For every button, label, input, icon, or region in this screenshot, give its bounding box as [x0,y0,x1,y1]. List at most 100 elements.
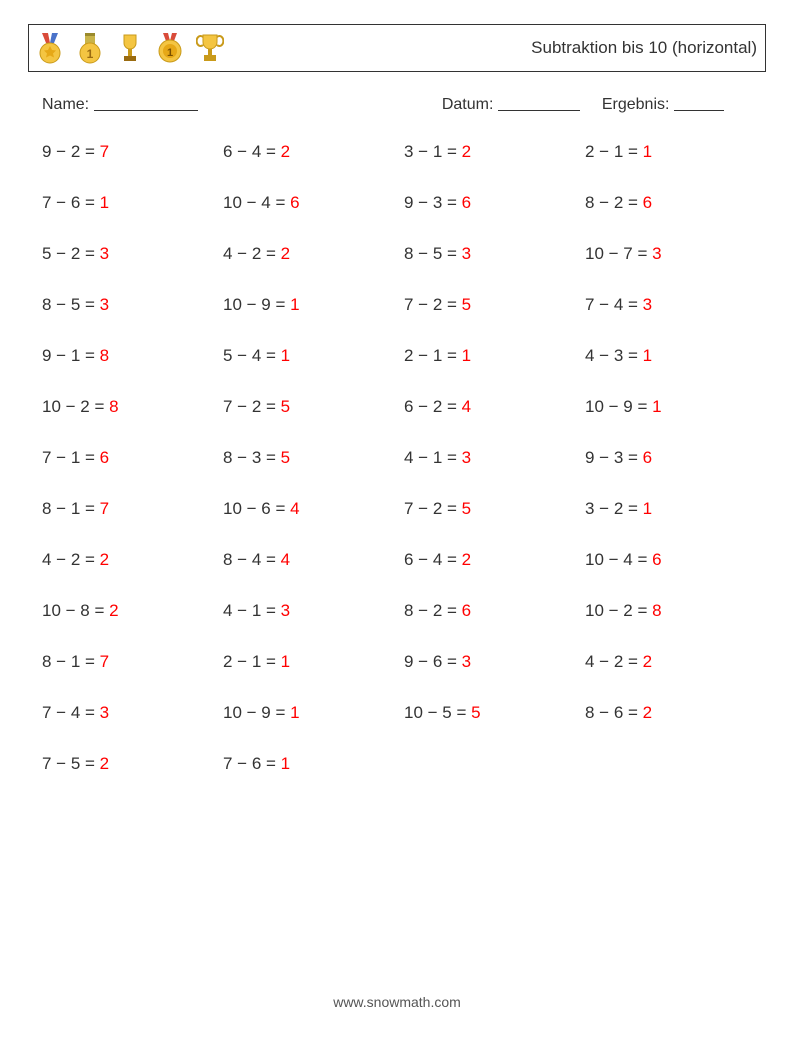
medal-star-icon [35,30,65,66]
answer: 1 [281,346,290,365]
answer: 1 [290,295,299,314]
answer: 5 [462,499,471,518]
header-box: 1 1 [28,24,766,72]
answer: 6 [643,448,652,467]
expression: 7 − 2 = [404,295,462,314]
expression: 10 − 9 = [223,703,290,722]
expression: 9 − 3 = [585,448,643,467]
problem-cell: 8 − 5 = 3 [404,244,585,264]
problem-cell: 4 − 2 = 2 [223,244,404,264]
name-field: Name: [42,94,442,114]
problem-cell: 2 − 1 = 1 [585,142,766,162]
expression: 7 − 4 = [42,703,100,722]
problem-cell: 5 − 4 = 1 [223,346,404,366]
problem-cell: 6 − 2 = 4 [404,397,585,417]
problem-cell: 7 − 4 = 3 [42,703,223,723]
problem-cell: 8 − 1 = 7 [42,652,223,672]
answer: 3 [643,295,652,314]
expression: 3 − 1 = [404,142,462,161]
problem-cell: 10 − 9 = 1 [585,397,766,417]
expression: 4 − 2 = [42,550,100,569]
problem-cell: 10 − 2 = 8 [42,397,223,417]
answer: 2 [100,754,109,773]
answer: 3 [100,295,109,314]
answer: 2 [281,142,290,161]
answer: 1 [643,346,652,365]
answer: 8 [100,346,109,365]
expression: 7 − 2 = [404,499,462,518]
answer: 1 [462,346,471,365]
result-field: Ergebnis: [602,94,724,114]
problem-cell: 2 − 1 = 1 [223,652,404,672]
problem-cell: 6 − 4 = 2 [223,142,404,162]
problem-cell: 7 − 2 = 5 [404,499,585,519]
problem-cell: 7 − 6 = 1 [223,754,404,774]
expression: 5 − 4 = [223,346,281,365]
problem-cell: 10 − 9 = 1 [223,703,404,723]
answer: 6 [643,193,652,212]
expression: 8 − 1 = [42,652,100,671]
footer-url: www.snowmath.com [28,994,766,1022]
expression: 3 − 2 = [585,499,643,518]
problem-cell: 8 − 2 = 6 [585,193,766,213]
problem-cell: 10 − 8 = 2 [42,601,223,621]
expression: 7 − 4 = [585,295,643,314]
trophy-gold-icon [195,30,225,66]
expression: 7 − 2 = [223,397,281,416]
expression: 8 − 6 = [585,703,643,722]
expression: 6 − 4 = [404,550,462,569]
problem-cell: 5 − 2 = 3 [42,244,223,264]
answer: 3 [281,601,290,620]
problem-cell: 10 − 4 = 6 [585,550,766,570]
answer: 7 [100,499,109,518]
problem-cell: 8 − 2 = 6 [404,601,585,621]
answer: 3 [100,244,109,263]
icon-row: 1 1 [35,30,225,66]
problem-cell: 8 − 6 = 2 [585,703,766,723]
svg-text:1: 1 [87,47,94,61]
answer: 6 [100,448,109,467]
problem-cell: 9 − 3 = 6 [585,448,766,468]
answer: 7 [100,142,109,161]
expression: 10 − 9 = [223,295,290,314]
expression: 10 − 4 = [223,193,290,212]
problem-cell: 9 − 2 = 7 [42,142,223,162]
answer: 1 [652,397,661,416]
trophy-cup-icon [115,30,145,66]
problem-cell: 3 − 1 = 2 [404,142,585,162]
answer: 1 [290,703,299,722]
problem-cell: 10 − 4 = 6 [223,193,404,213]
problem-cell: 10 − 9 = 1 [223,295,404,315]
answer: 2 [643,703,652,722]
answer: 1 [643,499,652,518]
svg-text:1: 1 [167,47,173,59]
expression: 5 − 2 = [42,244,100,263]
expression: 6 − 2 = [404,397,462,416]
problem-cell: 10 − 6 = 4 [223,499,404,519]
answer: 5 [281,448,290,467]
expression: 4 − 2 = [585,652,643,671]
name-label: Name: [42,96,89,113]
problem-cell: 4 − 2 = 2 [42,550,223,570]
answer: 1 [281,754,290,773]
result-underline[interactable] [674,96,724,111]
info-line: Name: Datum: Ergebnis: [28,94,766,114]
answer: 2 [462,550,471,569]
problem-cell: 7 − 4 = 3 [585,295,766,315]
expression: 9 − 3 = [404,193,462,212]
problem-cell: 9 − 1 = 8 [42,346,223,366]
expression: 8 − 2 = [404,601,462,620]
date-underline[interactable] [498,96,580,111]
problem-cell: 8 − 5 = 3 [42,295,223,315]
expression: 8 − 4 = [223,550,281,569]
name-underline[interactable] [94,96,198,111]
date-label: Datum: [442,96,494,113]
answer: 6 [290,193,299,212]
expression: 10 − 8 = [42,601,109,620]
answer: 8 [652,601,661,620]
answer: 7 [100,652,109,671]
expression: 10 − 4 = [585,550,652,569]
answer: 3 [100,703,109,722]
answer: 2 [109,601,118,620]
problem-cell: 7 − 5 = 2 [42,754,223,774]
